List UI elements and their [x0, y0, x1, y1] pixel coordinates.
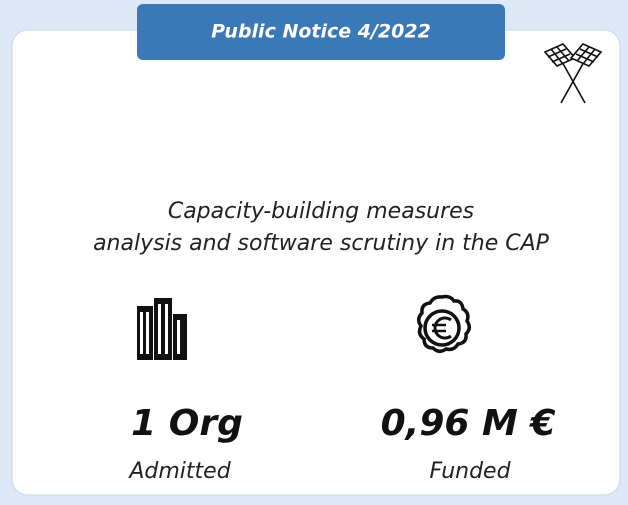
header-title: Public Notice 4/2022 [211, 21, 431, 43]
flags-icon [543, 43, 603, 104]
building-icon [137, 298, 187, 360]
description-line: Capacity-building measures [168, 199, 474, 224]
stat-value: 0,96 M € [381, 403, 556, 444]
description-line: analysis and software scrutiny in the CA… [93, 231, 550, 256]
stat-label: Admitted [127, 459, 231, 484]
header-tab [137, 4, 505, 60]
stat-value: 1 Org [131, 403, 243, 444]
euro-icon [417, 294, 471, 353]
stat-label: Funded [429, 459, 511, 484]
